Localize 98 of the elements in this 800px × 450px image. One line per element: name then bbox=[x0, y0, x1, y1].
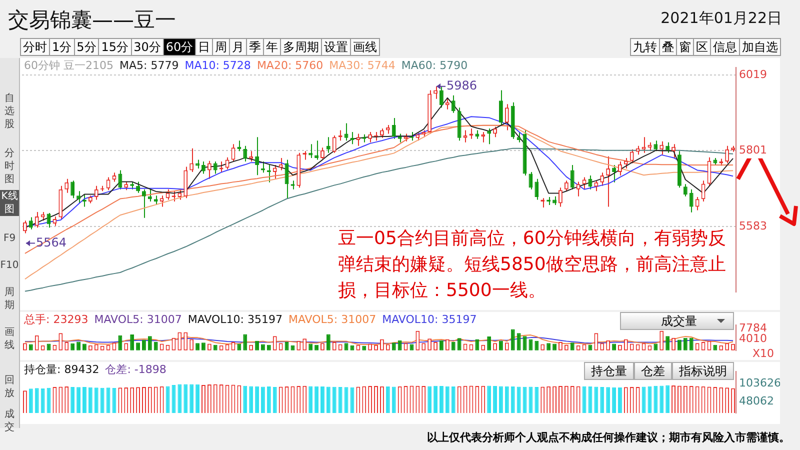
annotation: 持仓量 仓差 指标说明 bbox=[590, 363, 728, 380]
candlestick bbox=[142, 188, 146, 218]
text: 分时 1分 5分 15分 30分 60分 日 周 月 季 年 多周期 设置 画线 bbox=[23, 40, 378, 54]
candlestick bbox=[451, 94, 456, 114]
candlestick bbox=[178, 188, 182, 200]
annotation: 5986 bbox=[446, 78, 478, 93]
annotation: MAVOL5: 31007 bbox=[94, 313, 182, 326]
candlestick bbox=[630, 148, 634, 164]
candlestick bbox=[249, 150, 254, 162]
chart-subtitle: 2021年01月22日 bbox=[660, 9, 782, 28]
y-axis-title: X10 bbox=[752, 347, 774, 360]
candlestick bbox=[434, 86, 438, 100]
candlestick bbox=[504, 104, 509, 131]
candlestick bbox=[594, 180, 598, 192]
annotation: 豆一05合约目前高位，60分钟线横向，有弱势反弹结束的嫌疑。短线5850做空思路，前高注意止损，目标位：5500一线。 bbox=[338, 227, 727, 303]
text: MA5: 5779 bbox=[120, 59, 179, 72]
candlestick bbox=[76, 190, 80, 204]
candlestick bbox=[118, 170, 122, 190]
candlestick bbox=[654, 140, 658, 152]
annotation: MAVOL10: 35197 bbox=[188, 313, 282, 326]
text: 画线 bbox=[4, 326, 16, 352]
text: F9 bbox=[2, 232, 17, 245]
candlestick bbox=[278, 158, 283, 171]
candlestick bbox=[332, 134, 336, 154]
candlestick bbox=[672, 144, 676, 159]
candlestick bbox=[202, 161, 206, 174]
candlestick bbox=[558, 187, 562, 208]
candlestick bbox=[683, 184, 688, 197]
candlestick bbox=[136, 181, 140, 194]
candlestick bbox=[606, 156, 610, 208]
candlestick bbox=[564, 180, 568, 192]
legend-title: 60分钟 豆一2105 bbox=[24, 59, 114, 72]
candlestick bbox=[308, 144, 313, 159]
candlestick bbox=[34, 211, 39, 228]
y-tick-label: 6019 bbox=[739, 68, 767, 81]
candlestick bbox=[392, 118, 396, 140]
candlestick bbox=[463, 130, 468, 143]
annotation: 总手: 23293 bbox=[24, 313, 88, 326]
candlestick bbox=[207, 160, 212, 180]
annotation: 持仓量: 89432 bbox=[24, 363, 100, 376]
candlestick bbox=[516, 131, 521, 143]
y-tick-label: 5583 bbox=[739, 219, 767, 232]
candlestick bbox=[612, 164, 616, 183]
candlestick bbox=[368, 131, 372, 143]
chart-title: 交易锦囊——豆一 bbox=[8, 7, 176, 34]
text: K线图 bbox=[0, 190, 19, 216]
candlestick bbox=[380, 128, 384, 138]
text: 分时图 bbox=[4, 147, 16, 186]
text: MA20: 5760 bbox=[256, 59, 324, 72]
candlestick bbox=[23, 220, 27, 234]
y-tick-label: 5801 bbox=[739, 144, 767, 157]
candlestick bbox=[272, 164, 277, 180]
text: 周期 bbox=[4, 286, 16, 312]
y-tick-label: 4010 bbox=[739, 332, 767, 346]
candlestick bbox=[243, 145, 248, 162]
candlestick bbox=[356, 133, 360, 146]
candlestick bbox=[154, 195, 158, 206]
candlestick bbox=[64, 178, 69, 194]
text: 九转 叠 窗 区 信息 加自选 bbox=[632, 39, 779, 56]
series-label: MAVOL10: 35197 bbox=[382, 313, 477, 326]
text: MA10: 5728 bbox=[184, 59, 251, 72]
series-label: MAVOL5: 31007 bbox=[288, 313, 376, 326]
candlestick bbox=[70, 180, 75, 199]
text: 回放 bbox=[4, 374, 16, 400]
candlestick bbox=[618, 161, 622, 176]
text: 成交 bbox=[4, 408, 16, 434]
candlestick bbox=[440, 86, 444, 108]
y-tick-label: 7784 bbox=[739, 322, 767, 335]
candlestick bbox=[326, 136, 330, 154]
candlestick bbox=[660, 140, 664, 156]
candlestick bbox=[570, 164, 574, 190]
candlestick bbox=[499, 90, 503, 126]
annotation: 成交量 bbox=[620, 312, 734, 330]
text: 以上仅代表分析师个人观点不构成任何操作建议；期市有风险入市需谨慎。 bbox=[427, 430, 790, 445]
candlestick bbox=[624, 158, 628, 169]
candlestick bbox=[213, 161, 218, 174]
candlestick bbox=[689, 188, 694, 213]
candlestick bbox=[695, 196, 700, 211]
candlestick bbox=[94, 185, 98, 200]
y-tick-label: 48062 bbox=[739, 394, 774, 408]
text: MA60: 5790 bbox=[401, 59, 468, 72]
candlestick bbox=[576, 181, 580, 197]
text: 自选股 bbox=[4, 92, 16, 131]
candlestick bbox=[600, 172, 604, 186]
candlestick bbox=[666, 142, 670, 154]
candlestick bbox=[493, 126, 497, 138]
text: MA30: 5744 bbox=[329, 59, 396, 72]
candlestick bbox=[725, 145, 730, 164]
y-tick-label: 103626 bbox=[739, 376, 781, 390]
candlestick bbox=[190, 148, 194, 172]
candlestick bbox=[28, 216, 33, 230]
annotation: 仓差: -1898 bbox=[105, 363, 166, 376]
candlestick bbox=[534, 178, 539, 200]
text: F10 bbox=[0, 259, 19, 272]
candlestick bbox=[642, 136, 646, 154]
candlestick bbox=[320, 147, 324, 160]
candlestick bbox=[255, 136, 259, 176]
candlestick bbox=[160, 195, 164, 208]
